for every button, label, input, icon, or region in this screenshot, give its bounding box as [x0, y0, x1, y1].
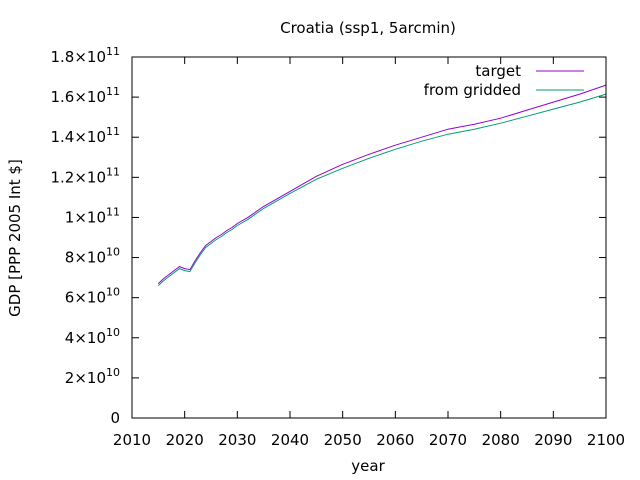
plot-frame	[131, 56, 607, 419]
x-tick-label: 2030	[218, 431, 256, 449]
x-tick-label: 2070	[429, 431, 467, 449]
y-tick-label: 1.2×1011	[50, 165, 120, 186]
x-tick-label: 2050	[324, 431, 362, 449]
chart-title: Croatia (ssp1, 5arcmin)	[280, 19, 456, 37]
x-tick-label: 2100	[587, 431, 625, 449]
y-tick-label: 1.6×1011	[50, 85, 120, 106]
axis-ticks: 2010 2020 2030 2040 2050 2060 2070 2080 2090 2100…	[50, 45, 625, 449]
legend-label: target	[475, 62, 521, 80]
legend-label: from gridded	[424, 81, 521, 99]
x-tick-label: 2090	[534, 431, 572, 449]
x-tick-label: 2060	[376, 431, 414, 449]
y-tick-label: 1×1011	[65, 205, 120, 226]
y-tick-label: 6×1010	[65, 286, 120, 307]
y-tick-label: 1.4×1011	[50, 125, 120, 146]
y-tick-label: 1.8×1011	[50, 45, 120, 66]
y-tick-label: 8×1010	[65, 246, 120, 267]
y-tick-label: 4×1010	[65, 326, 120, 347]
y-tick-label: 2×1010	[65, 366, 120, 387]
x-tick-label: 2040	[271, 431, 309, 449]
series-line-target	[157, 84, 607, 284]
series-lines	[157, 84, 607, 286]
x-axis-label: year	[351, 457, 385, 475]
y-axis-label: GDP [PPP 2005 Int $]	[6, 159, 24, 317]
x-tick-label: 2020	[166, 431, 204, 449]
x-tick-label: 2080	[482, 431, 520, 449]
x-tick-label: 2010	[113, 431, 151, 449]
series-line-from-gridded	[157, 93, 607, 286]
y-tick-label: 0	[110, 409, 120, 427]
